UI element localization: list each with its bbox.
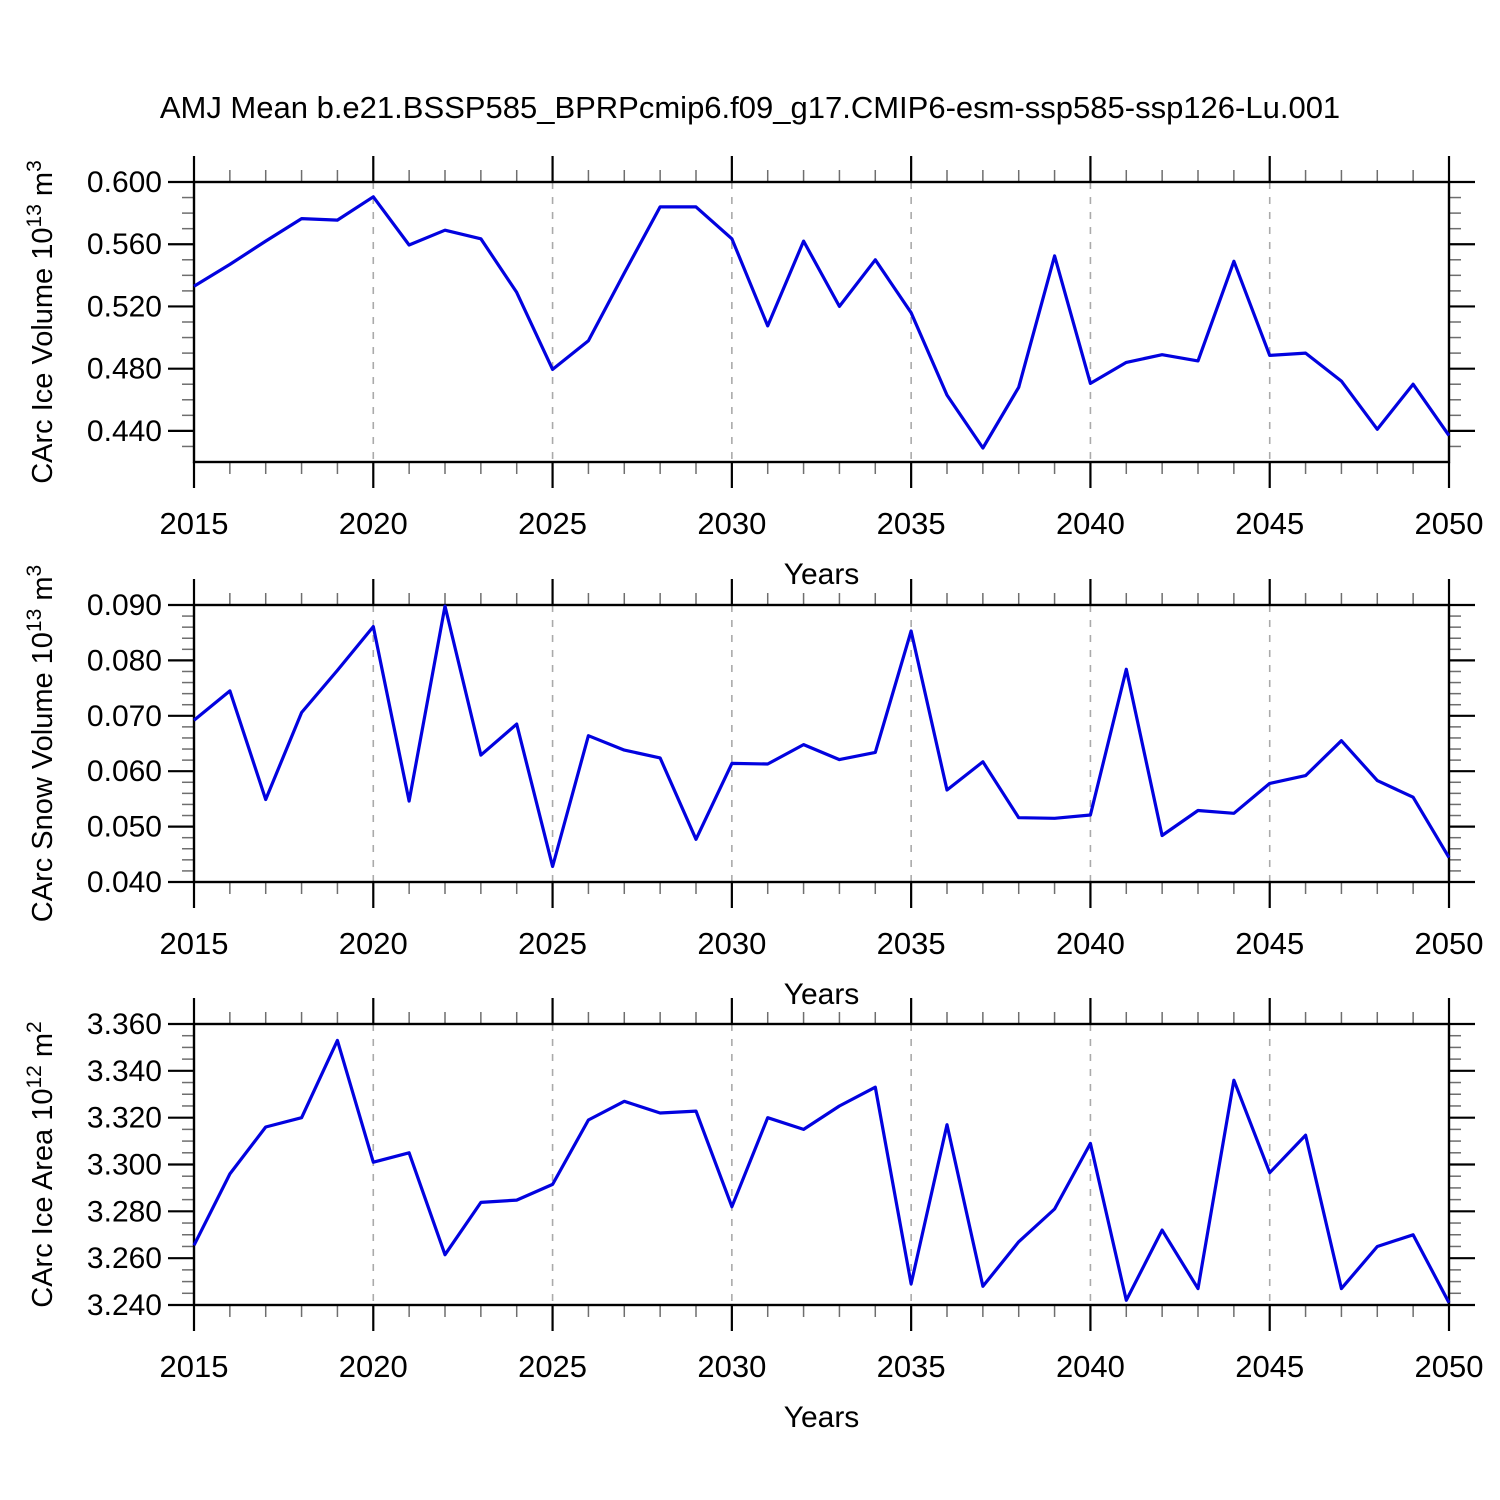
x-tick-label: 2045 xyxy=(1235,1349,1304,1384)
y-tick-label: 0.050 xyxy=(87,811,162,844)
x-tick-label: 2035 xyxy=(877,926,946,961)
y-tick-label: 3.320 xyxy=(87,1102,162,1135)
x-tick-label: 2035 xyxy=(877,506,946,541)
x-tick-label: 2040 xyxy=(1056,1349,1125,1384)
y-tick-label: 3.340 xyxy=(87,1055,162,1088)
x-tick-label: 2020 xyxy=(339,506,408,541)
x-tick-label: 2050 xyxy=(1415,506,1484,541)
x-tick-label: 2015 xyxy=(160,926,229,961)
x-axis-title: Years xyxy=(784,1401,860,1434)
data-line xyxy=(192,604,1451,869)
x-tick-label: 2020 xyxy=(339,926,408,961)
x-tick-label: 2025 xyxy=(518,926,587,961)
x-tick-label: 2030 xyxy=(697,1349,766,1384)
x-axis-title: Years xyxy=(784,978,860,1011)
x-tick-label: 2040 xyxy=(1056,506,1125,541)
plot-box xyxy=(192,603,1451,884)
y-tick-label: 0.040 xyxy=(87,866,162,899)
x-tick-label: 2025 xyxy=(518,506,587,541)
y-tick-label: 3.260 xyxy=(87,1242,162,1275)
y-tick-label: 3.240 xyxy=(87,1289,162,1322)
y-axis-title: CArc Ice Area 1012 m2 xyxy=(23,1021,59,1307)
x-tick-label: 2015 xyxy=(160,1349,229,1384)
plot-box xyxy=(192,180,1451,464)
plot-box xyxy=(192,1022,1451,1307)
y-tick-label: 0.060 xyxy=(87,755,162,788)
x-tick-label: 2015 xyxy=(160,506,229,541)
figure-title: AMJ Mean b.e21.BSSP585_BPRPcmip6.f09_g17… xyxy=(159,90,1341,125)
y-tick-label: 0.080 xyxy=(87,644,162,677)
x-tick-label: 2050 xyxy=(1415,926,1484,961)
x-tick-label: 2030 xyxy=(697,926,766,961)
x-tick-label: 2045 xyxy=(1235,506,1304,541)
x-tick-label: 2050 xyxy=(1415,1349,1484,1384)
x-tick-label: 2045 xyxy=(1235,926,1304,961)
y-tick-label: 0.600 xyxy=(87,166,162,199)
y-axis-title: CArc Snow Volume 1013 m3 xyxy=(23,565,59,922)
data-line xyxy=(193,195,1451,450)
y-tick-label: 0.440 xyxy=(87,415,162,448)
y-tick-label: 0.090 xyxy=(87,589,162,622)
x-tick-label: 2025 xyxy=(518,1349,587,1384)
y-tick-label: 3.300 xyxy=(87,1149,162,1182)
y-tick-label: 0.070 xyxy=(87,700,162,733)
y-tick-label: 0.560 xyxy=(87,228,162,261)
y-tick-label: 3.280 xyxy=(87,1195,162,1228)
x-axis-title: Years xyxy=(784,558,860,591)
x-tick-label: 2040 xyxy=(1056,926,1125,961)
y-tick-label: 0.480 xyxy=(87,353,162,386)
x-tick-label: 2020 xyxy=(339,1349,408,1384)
x-tick-label: 2030 xyxy=(697,506,766,541)
data-line xyxy=(192,1038,1451,1304)
y-axis-title: CArc Ice Volume 1013 m3 xyxy=(23,160,59,484)
x-tick-label: 2035 xyxy=(877,1349,946,1384)
y-tick-label: 0.520 xyxy=(87,290,162,323)
y-tick-label: 3.360 xyxy=(87,1008,162,1041)
